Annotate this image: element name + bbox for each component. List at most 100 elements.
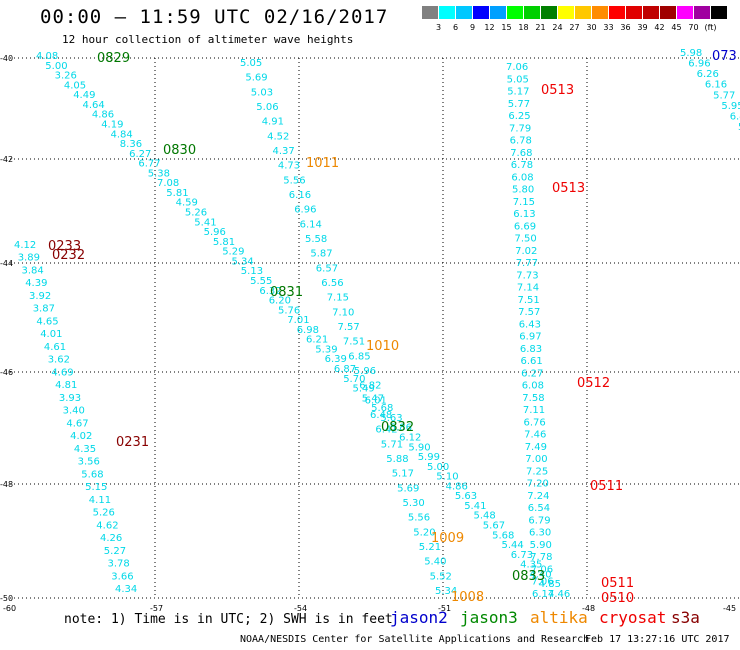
wave-height-value: 5.38 — [148, 168, 170, 179]
wave-height-value: 6.14 — [300, 219, 322, 230]
wave-height-value: 4.40 — [529, 569, 551, 580]
wave-height-value: 5.00 — [45, 61, 67, 72]
wave-height-value: 5.63 — [380, 413, 402, 424]
wave-height-value: 7.24 — [527, 491, 549, 502]
pass-time-label: 0829 — [97, 51, 130, 66]
wave-height-value: 4.67 — [66, 418, 88, 429]
wave-height-value: 6.57 — [316, 263, 338, 274]
wave-height-value: 4.52 — [267, 131, 289, 142]
wave-height-value: 4.12 — [14, 240, 36, 251]
wave-height-value: 4.19 — [101, 120, 123, 131]
wave-height-value: 5.15 — [85, 482, 107, 493]
wave-height-value: 7.51 — [518, 295, 540, 306]
wave-height-value: 5.44 — [502, 540, 524, 551]
legend-altika: altika — [530, 608, 588, 627]
pass-time-label: 0232 — [52, 248, 85, 263]
pass-time-label: 0832 — [381, 420, 414, 435]
legend-swatch — [592, 6, 609, 19]
wave-height-value: 3.62 — [48, 355, 70, 366]
legend-label: 70 — [688, 23, 699, 32]
legend-label: 33 — [603, 23, 614, 32]
wave-height-value: 5.76 — [278, 305, 300, 316]
wave-height-value: 5.26 — [185, 208, 207, 219]
wave-height-value: 8.36 — [120, 139, 142, 150]
wave-height-value: 6.98 — [297, 325, 319, 336]
wave-height-value: 3.84 — [22, 266, 44, 277]
wave-height-value: 4.26 — [100, 533, 122, 544]
wave-height-value: 5.68 — [371, 403, 393, 414]
wave-height-value: 4.65 — [36, 316, 58, 327]
wave-height-value: 7.73 — [516, 270, 538, 281]
wave-height-value: 6.39 — [325, 354, 347, 365]
wave-height-value: 4.35 — [74, 444, 96, 455]
wave-height-value: 6.85 — [348, 351, 370, 362]
wave-height-value: 6.16 — [705, 80, 727, 91]
wave-height-value: 6.96 — [688, 59, 710, 70]
wave-height-value: 7.01 — [287, 315, 309, 326]
legend-swatch — [473, 6, 490, 19]
legend-label: 24 — [552, 23, 563, 32]
wave-height-value: 6.13 — [513, 209, 535, 220]
wave-height-value: 5.49 — [353, 384, 375, 395]
pass-time-label: 0512 — [577, 376, 610, 391]
wave-height-value: 7.06 — [531, 565, 553, 576]
wave-height-value: 7.50 — [515, 234, 537, 245]
wave-height-value: 5.30 — [403, 498, 425, 509]
wave-height-value: 5.05 — [507, 74, 529, 85]
wave-height-value: 7.77 — [516, 258, 538, 269]
wave-height-value: 5.13 — [241, 266, 263, 277]
wave-height-value: 6.27 — [521, 368, 543, 379]
wave-height-value: 6.77 — [138, 159, 160, 170]
wave-height-value: 6.08 — [522, 381, 544, 392]
wave-height-value: 6.48 — [370, 410, 392, 421]
wave-height-value: 5.80 — [512, 185, 534, 196]
wave-height-value: 4.49 — [73, 90, 95, 101]
legend-s3a: s3a — [671, 608, 700, 627]
wave-height-value: 6.43 — [519, 319, 541, 330]
wave-height-value: 4.62 — [96, 520, 118, 531]
legend-swatch — [575, 6, 592, 19]
wave-height-value: 5.81 — [166, 188, 188, 199]
legend-swatch — [609, 6, 626, 19]
pass-time-label: 0231 — [116, 435, 149, 450]
legend-label: 3 — [435, 23, 442, 32]
wave-height-value: 5.34 — [435, 586, 457, 597]
credit-text: NOAA/NESDIS Center for Satellite Applica… — [240, 634, 590, 645]
pass-time-label: 0833 — [512, 569, 545, 584]
wave-height-value: 7.02 — [515, 246, 537, 257]
legend-jason3: jason3 — [460, 608, 518, 627]
legend-label: 18 — [518, 23, 529, 32]
wave-height-value: 6.69 — [514, 221, 536, 232]
wave-height-value: 4.39 — [25, 278, 47, 289]
wave-height-value: 6.21 — [306, 335, 328, 346]
wave-height-value: 7.78 — [530, 552, 552, 563]
pass-time-label: 1010 — [366, 339, 399, 354]
pass-time-label: 0513 — [541, 83, 574, 98]
wave-height-value: 6.76 — [524, 417, 546, 428]
wave-height-value: 3.87 — [33, 304, 55, 315]
latitude-label: -50 — [0, 594, 13, 603]
wave-height-value: 5.68 — [492, 530, 514, 541]
wave-height-value: 7.06 — [506, 62, 528, 73]
legend-swatch — [677, 6, 694, 19]
wave-height-value: 7.51 — [343, 337, 365, 348]
wave-height-value: 4.05 — [64, 80, 86, 91]
wave-height-value: 5.26 — [93, 508, 115, 519]
wave-height-value: 4.01 — [40, 329, 62, 340]
wave-height-value: 7.10 — [332, 307, 354, 318]
longitude-label: -45 — [723, 604, 736, 613]
wave-height-value: 5.56 — [408, 513, 430, 524]
latitude-label: -42 — [0, 155, 13, 164]
wave-height-value: 4.61 — [44, 342, 66, 353]
pass-time-label: 0233 — [48, 239, 81, 254]
wave-height-value: 5.90 — [408, 442, 430, 453]
wave-height-value: 5.63 — [455, 491, 477, 502]
chart-title: 00:00 – 11:59 UTC 02/16/2017 — [40, 6, 389, 28]
longitude-label: -51 — [438, 604, 451, 613]
wave-height-value: 4.86 — [92, 110, 114, 121]
legend-swatch — [558, 6, 575, 19]
wave-height-value: 4.08 — [36, 51, 58, 62]
pass-time-label: 0511 — [590, 479, 623, 494]
wave-height-value: 5.06 — [256, 102, 278, 113]
legend-cryosat: cryosat — [599, 608, 667, 627]
